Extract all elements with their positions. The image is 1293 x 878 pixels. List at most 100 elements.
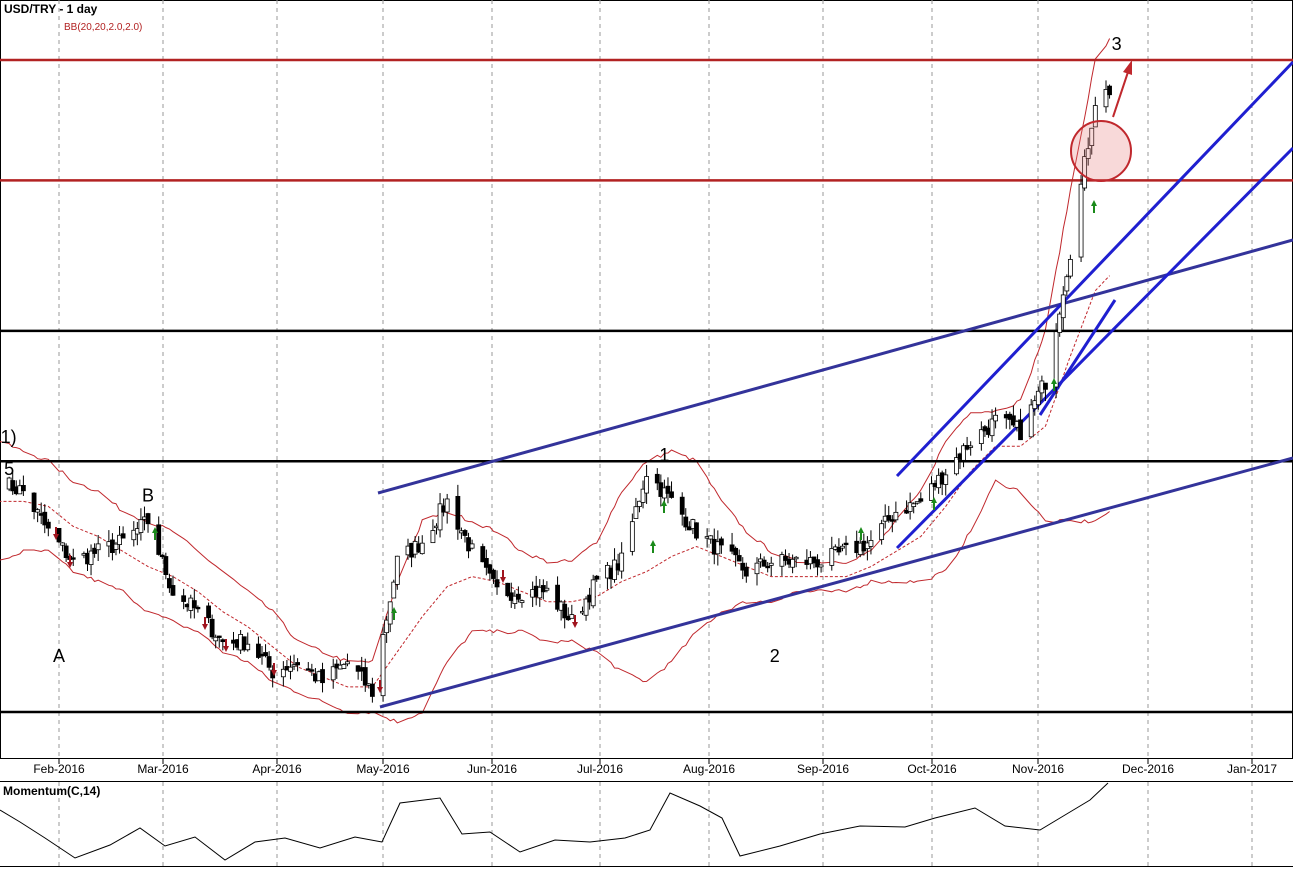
- candle-body: [455, 495, 461, 530]
- channel-line-blue: [895, 60, 1293, 478]
- candle-body: [961, 445, 966, 461]
- wave-label: (1): [0, 427, 17, 447]
- candle-body: [893, 511, 899, 521]
- candle-body: [665, 485, 671, 494]
- buy-arrow: [1051, 378, 1057, 391]
- candle-body: [754, 562, 760, 575]
- candle-body: [654, 473, 660, 484]
- candle-body: [1064, 276, 1070, 292]
- candle-body: [836, 547, 842, 553]
- candle-body: [437, 503, 443, 531]
- candle-body: [35, 509, 41, 513]
- candle-body: [1092, 105, 1098, 128]
- candle-body: [491, 569, 496, 579]
- candle-body: [159, 554, 165, 558]
- candle-body: [362, 667, 368, 686]
- buy-arrow: [650, 540, 656, 553]
- candle-body: [288, 666, 293, 672]
- tick-label: Jan-2017: [1227, 762, 1277, 776]
- candle-body: [166, 578, 172, 589]
- candle-body: [256, 643, 261, 658]
- candle-body: [1082, 156, 1088, 189]
- candle-body: [341, 664, 347, 669]
- candle-body: [444, 498, 450, 513]
- tick-label: Jul-2016: [577, 762, 623, 776]
- candle-body: [1028, 404, 1034, 438]
- candle-body: [113, 543, 119, 550]
- sell-arrow: [202, 617, 208, 630]
- candle-body: [291, 664, 297, 667]
- candle-body: [1078, 183, 1084, 258]
- price-panel: [0, 0, 1293, 759]
- candle-body: [740, 562, 746, 571]
- candle-body: [462, 530, 468, 536]
- sell-arrow: [67, 555, 73, 568]
- candle-body: [380, 634, 386, 697]
- candle-body: [743, 566, 749, 577]
- buy-arrow: [152, 527, 158, 540]
- candle-body: [206, 605, 211, 619]
- candle-body: [494, 579, 500, 588]
- candle-body: [765, 565, 771, 569]
- candle-body: [840, 545, 845, 549]
- candle-body: [369, 683, 375, 697]
- candle-body: [761, 559, 767, 567]
- candle-body: [295, 662, 301, 666]
- candle-body: [544, 587, 550, 591]
- candle-body: [1089, 127, 1095, 146]
- candle-body: [954, 457, 959, 475]
- candle-body: [345, 661, 350, 665]
- candle-body: [1035, 390, 1041, 406]
- tick-label: Oct-2016: [907, 762, 957, 776]
- candle-body: [330, 666, 336, 681]
- bollinger-upper: [0, 38, 1111, 663]
- candle-body: [1011, 415, 1016, 426]
- wave-label: A: [53, 646, 65, 666]
- momentum-panel: [0, 782, 1109, 861]
- candle-body: [929, 483, 934, 501]
- candle-body: [245, 643, 251, 651]
- candle-body: [993, 414, 998, 422]
- candle-body: [640, 488, 646, 503]
- tick-label: Dec-2016: [1122, 762, 1174, 776]
- candle-body: [241, 636, 247, 651]
- candle-body: [590, 579, 596, 607]
- candle-body: [394, 555, 400, 585]
- candle-body: [483, 558, 489, 568]
- candle-body: [629, 521, 635, 552]
- tick-label: Nov-2016: [1012, 762, 1064, 776]
- candle-body: [117, 534, 122, 545]
- candle-body: [45, 521, 51, 529]
- candle-body: [419, 542, 425, 555]
- candle-body: [515, 593, 521, 600]
- candle-body: [138, 519, 144, 533]
- candle-body: [644, 476, 649, 494]
- candle-body: [20, 485, 26, 492]
- candle-body: [430, 530, 436, 544]
- bollinger-lower: [0, 479, 1110, 724]
- sell-arrow: [271, 663, 277, 676]
- candle-body: [1067, 259, 1073, 277]
- candle-body: [480, 546, 486, 563]
- tick-label: Feb-2016: [33, 762, 85, 776]
- candle-body: [191, 600, 197, 609]
- candle-body: [886, 515, 892, 521]
- wave-label: B: [142, 485, 154, 505]
- candle-body: [619, 552, 625, 572]
- indicator-label: BB(20,20,2.0,2.0): [64, 22, 142, 33]
- x-axis-ticks: Feb-2016 Mar-2016 Apr-2016 May-2016 Jun-2016…: [33, 758, 1277, 776]
- tick-label: Apr-2016: [252, 762, 302, 776]
- candle-body: [683, 516, 689, 528]
- candle-body: [1060, 294, 1066, 319]
- tick-label: Jun-2016: [467, 762, 517, 776]
- candle-body: [1043, 382, 1048, 390]
- candle-body: [391, 581, 397, 599]
- candle-body: [968, 445, 974, 448]
- channel-line-navy: [379, 456, 1293, 709]
- candle-body: [309, 669, 315, 672]
- candle-body: [1085, 148, 1091, 159]
- candle-body: [594, 575, 600, 580]
- candle-body: [31, 492, 37, 513]
- candle-body: [978, 429, 984, 444]
